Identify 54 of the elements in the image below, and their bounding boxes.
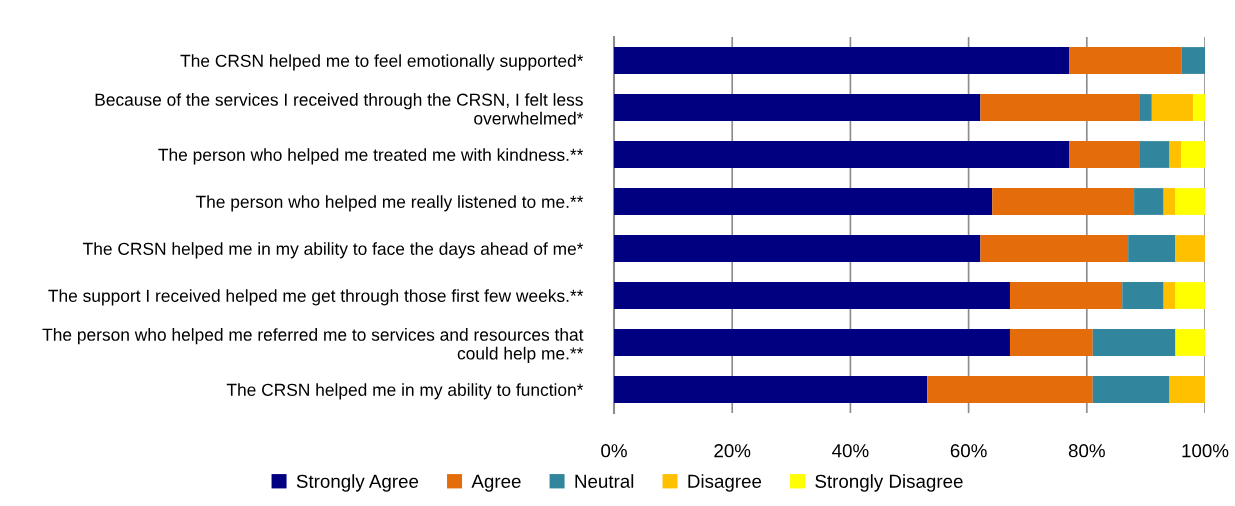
bar [1151, 94, 1194, 121]
y-tick-label: The CRSN helped me in my ability to face the days ahead of me* [83, 242, 584, 259]
bar [1181, 47, 1205, 74]
bar [1069, 47, 1182, 74]
bar [1169, 376, 1205, 403]
y-tick-label: Because of the services I received through the CRSN, I felt less overwhelmed* [95, 93, 584, 125]
legend-label: Strongly Disagree [815, 474, 963, 492]
bar [992, 188, 1135, 215]
bar [614, 235, 981, 262]
x-tick-label: 60% [950, 444, 987, 458]
bar [1163, 188, 1176, 215]
bar [1169, 141, 1182, 168]
bar [1175, 235, 1205, 262]
x-tick-label: 40% [832, 444, 869, 458]
bar [1193, 94, 1205, 121]
bar [980, 94, 1140, 121]
x-tick-label: 100% [1182, 444, 1229, 458]
bar [1128, 235, 1176, 262]
bar [614, 282, 1010, 309]
bar [980, 235, 1129, 262]
bar [1139, 94, 1152, 121]
bar [614, 94, 981, 121]
bar [1175, 282, 1205, 309]
bar [1175, 329, 1205, 356]
y-tick-label: The support I received helped me get through those first few weeks.** [48, 289, 584, 306]
bar [1181, 141, 1205, 168]
bar [1009, 282, 1123, 309]
bar [614, 141, 1070, 168]
bar [1092, 329, 1176, 356]
legend-label: Agree [471, 474, 521, 492]
y-tick-label: The person who helped me treated me with kindness.** [158, 148, 584, 165]
y-tick-label: The CRSN helped me to feel emotionally supported* [180, 54, 584, 71]
bar [614, 47, 1070, 74]
x-tick-label: 20% [714, 444, 751, 458]
bar [1009, 329, 1093, 356]
y-tick-label: The CRSN helped me in my ability to function* [226, 383, 584, 400]
bar [614, 376, 928, 403]
bar [1069, 141, 1140, 168]
legend-label: Strongly Agree [296, 474, 419, 492]
bar [1092, 376, 1170, 403]
bar [1122, 282, 1164, 309]
bar [614, 188, 993, 215]
bar [927, 376, 1093, 403]
bar [1163, 282, 1176, 309]
legend-label: Disagree [688, 474, 762, 492]
y-tick-label: The person who helped me referred me to services and resources that could help me.** [42, 328, 584, 363]
y-tick-label: The person who helped me really listened to me.** [195, 195, 584, 212]
x-tick-label: 80% [1068, 444, 1105, 458]
bar [1139, 141, 1170, 168]
bar [1175, 188, 1205, 215]
x-tick-label: 0% [601, 444, 627, 458]
legend-label: Neutral [575, 474, 634, 488]
bar [614, 329, 1010, 356]
bar [1134, 188, 1164, 215]
